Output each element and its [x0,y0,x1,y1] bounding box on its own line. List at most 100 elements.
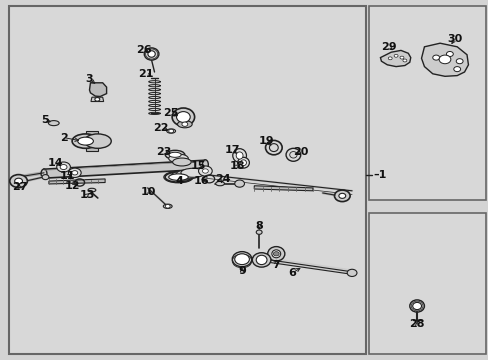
Text: 29: 29 [380,42,396,52]
Circle shape [338,193,345,198]
Circle shape [234,180,244,187]
Text: 9: 9 [238,266,245,276]
Circle shape [399,56,403,59]
Ellipse shape [267,247,284,261]
Text: 23: 23 [156,147,171,157]
Polygon shape [89,83,106,96]
Polygon shape [91,97,103,102]
Circle shape [60,165,67,170]
Circle shape [95,98,100,101]
Text: 8: 8 [255,221,263,231]
Text: 22: 22 [153,123,169,133]
Text: 16: 16 [194,176,209,186]
Ellipse shape [166,129,175,133]
Circle shape [234,253,244,260]
Polygon shape [380,50,410,67]
Circle shape [446,51,452,57]
Ellipse shape [84,134,111,148]
Circle shape [393,54,397,57]
Text: 26: 26 [136,45,152,55]
Circle shape [273,252,279,256]
Circle shape [15,178,22,184]
Circle shape [57,162,70,172]
Circle shape [72,171,78,175]
Circle shape [42,175,49,180]
Ellipse shape [215,181,224,186]
Circle shape [198,166,212,176]
Polygon shape [49,179,105,184]
Circle shape [402,59,406,62]
Circle shape [438,55,450,64]
Ellipse shape [236,152,243,159]
Text: 7: 7 [272,260,280,270]
Circle shape [455,59,462,64]
Text: 11: 11 [60,171,75,181]
Ellipse shape [48,121,59,126]
Ellipse shape [409,300,424,312]
Circle shape [202,169,208,173]
Ellipse shape [176,112,190,122]
Ellipse shape [41,169,47,179]
Circle shape [432,55,439,60]
Ellipse shape [88,188,96,192]
Ellipse shape [177,121,192,128]
Text: 28: 28 [408,319,424,329]
Circle shape [256,230,262,234]
Text: 15: 15 [190,161,205,171]
Ellipse shape [256,255,266,265]
Ellipse shape [72,134,99,148]
Text: 4: 4 [175,176,183,186]
Bar [368,6,485,200]
Ellipse shape [168,154,188,163]
Ellipse shape [78,137,93,145]
Text: 18: 18 [229,161,244,171]
Ellipse shape [172,108,194,126]
Ellipse shape [202,160,208,169]
Bar [368,213,485,354]
Polygon shape [421,43,468,76]
Circle shape [387,57,391,60]
Ellipse shape [171,171,195,180]
Circle shape [168,129,173,133]
Polygon shape [44,160,205,178]
Text: 24: 24 [214,174,230,184]
Ellipse shape [144,48,159,60]
Text: 13: 13 [79,190,95,200]
Text: –1: –1 [372,170,386,180]
Text: 6: 6 [288,268,296,278]
Circle shape [165,204,170,208]
Circle shape [334,190,349,202]
Ellipse shape [240,160,246,166]
Ellipse shape [168,174,188,180]
Text: 21: 21 [138,69,153,79]
Ellipse shape [165,172,192,182]
Ellipse shape [237,157,249,168]
Text: 2: 2 [60,132,67,143]
Text: 20: 20 [292,147,308,157]
Text: 27: 27 [12,182,27,192]
Text: 19: 19 [258,136,274,147]
Text: 10: 10 [140,186,156,197]
Circle shape [453,67,460,72]
Ellipse shape [271,250,280,258]
Text: 5: 5 [41,115,49,125]
Polygon shape [254,186,312,191]
Ellipse shape [232,252,251,267]
Ellipse shape [252,253,270,267]
Circle shape [182,122,187,126]
Ellipse shape [172,158,191,166]
Ellipse shape [165,150,184,159]
Ellipse shape [412,302,421,310]
Text: 17: 17 [224,145,240,155]
Circle shape [68,168,81,177]
Polygon shape [85,131,98,151]
Ellipse shape [234,254,249,265]
Ellipse shape [147,51,155,57]
Text: 3: 3 [85,74,93,84]
Ellipse shape [169,152,181,157]
Ellipse shape [232,149,246,162]
Text: 14: 14 [47,158,63,168]
Ellipse shape [181,168,205,177]
Text: 12: 12 [64,181,80,192]
Text: 25: 25 [163,108,179,118]
